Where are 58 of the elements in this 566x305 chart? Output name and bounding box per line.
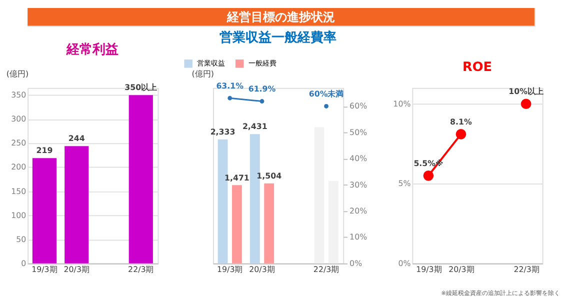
y2-tick-label: 10% — [350, 232, 368, 242]
data-label: 1,471 — [224, 173, 250, 182]
y-tick-label: 200 — [11, 162, 26, 172]
data-label: 2,333 — [210, 127, 236, 136]
point — [324, 104, 328, 108]
x-tick-label: 19/3期 — [217, 264, 243, 274]
chart-title: ROE — [462, 60, 492, 76]
bar — [32, 158, 57, 264]
y2-tick-label: 0% — [350, 258, 363, 268]
x-tick-label: 20/3期 — [64, 264, 90, 274]
point — [520, 98, 532, 110]
y-axis-title: (億円) — [6, 70, 29, 79]
bar — [128, 95, 153, 264]
data-label: 61.9% — [248, 84, 276, 94]
x-tick-label: 19/3期 — [32, 264, 58, 274]
data-label: 1,504 — [256, 172, 282, 180]
point — [260, 99, 264, 104]
data-label: 219 — [36, 146, 53, 156]
data-label: 63.1% — [216, 81, 244, 90]
x-tick-label: 22/3期 — [313, 264, 340, 274]
point — [228, 96, 232, 100]
data-label: 2,431 — [242, 122, 268, 132]
point — [423, 170, 434, 181]
bar — [314, 127, 324, 264]
data-label: 8.1% — [450, 117, 472, 126]
chart-title: 営業収益一般経費率 — [220, 30, 337, 46]
y-tick-label: 250 — [11, 138, 26, 148]
y2-tick-label: 50% — [350, 128, 368, 137]
x-tick-label: 22/3期 — [128, 264, 154, 274]
y2-tick-label: 20% — [350, 206, 368, 216]
chart-title: 経常利益 — [66, 41, 119, 58]
y-tick-label: 50 — [16, 234, 26, 244]
x-tick-label: 20/3期 — [448, 264, 474, 274]
data-label: 350以上 — [124, 83, 158, 92]
x-tick-label: 19/3期 — [416, 264, 442, 274]
bar — [232, 185, 242, 264]
y-tick-label: 300 — [11, 114, 26, 124]
y2-tick-label: 60% — [350, 102, 368, 111]
data-label: 244 — [68, 134, 86, 144]
y-tick-label: 350 — [11, 90, 26, 100]
y-tick-label: 0% — [398, 258, 412, 268]
y-tick-label: 100 — [11, 210, 26, 220]
y-tick-label: 10% — [393, 99, 412, 108]
bar — [64, 146, 89, 264]
y-axis-title: (億円) — [192, 70, 214, 79]
y2-tick-label: 30% — [350, 180, 368, 190]
y-tick-label: 5% — [398, 179, 412, 188]
point — [456, 129, 466, 140]
x-tick-label: 22/3期 — [514, 264, 540, 274]
y2-tick-label: 40% — [350, 154, 368, 164]
text: 経営目標の進捗状況 — [226, 10, 336, 24]
y-tick-label: 150 — [11, 186, 26, 196]
y-tick-label: 0 — [21, 258, 26, 268]
bar — [328, 180, 338, 264]
data-label: 10%以上 — [508, 87, 544, 96]
x-tick-label: 20/3期 — [249, 264, 275, 274]
data-label: 60%未満 — [308, 89, 344, 98]
bar — [264, 183, 274, 264]
